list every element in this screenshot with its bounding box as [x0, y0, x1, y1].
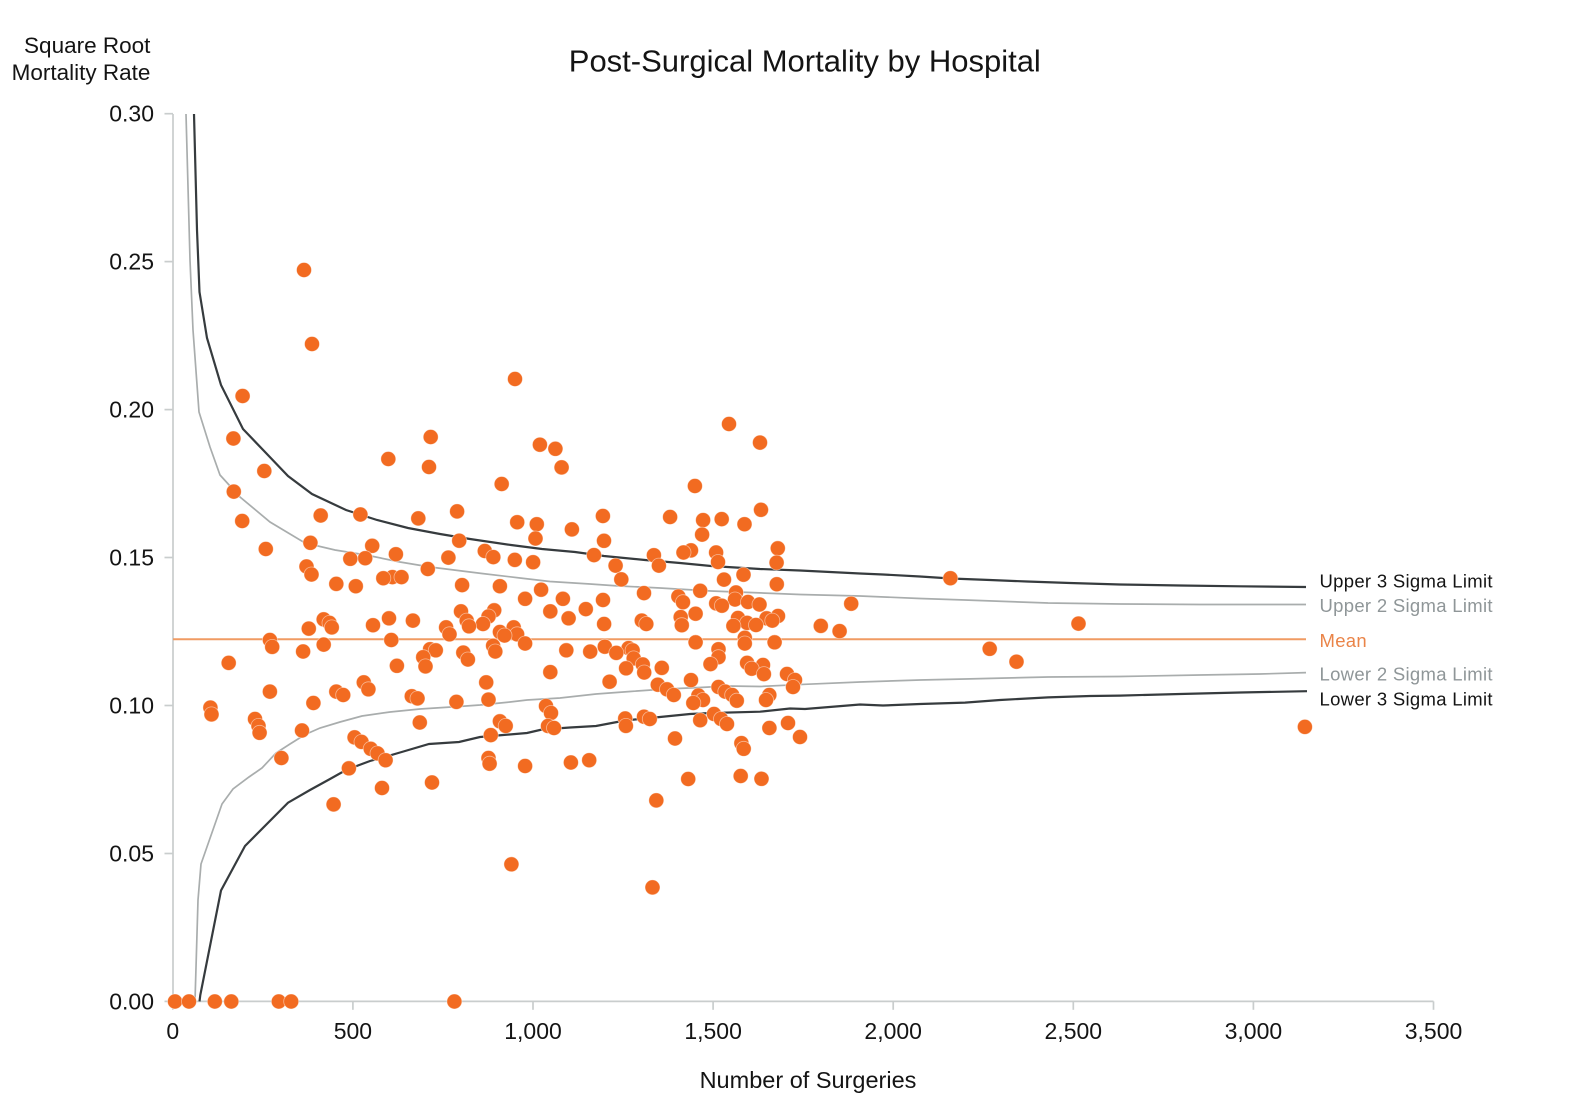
svg-text:Square Root: Square Root: [24, 33, 151, 58]
svg-text:0.10: 0.10: [109, 692, 154, 718]
svg-text:Mean: Mean: [1320, 630, 1367, 651]
svg-text:3,000: 3,000: [1225, 1018, 1283, 1044]
svg-text:1,000: 1,000: [504, 1018, 562, 1044]
svg-text:Number of Surgeries: Number of Surgeries: [700, 1067, 917, 1093]
svg-text:0.30: 0.30: [109, 101, 154, 127]
svg-text:Upper 3 Sigma Limit: Upper 3 Sigma Limit: [1320, 570, 1493, 591]
svg-text:0.25: 0.25: [109, 249, 154, 275]
svg-text:Mortality Rate: Mortality Rate: [12, 60, 151, 85]
svg-text:2,500: 2,500: [1045, 1018, 1103, 1044]
svg-text:0.20: 0.20: [109, 397, 154, 423]
svg-text:0.15: 0.15: [109, 544, 154, 570]
svg-text:Lower 3 Sigma Limit: Lower 3 Sigma Limit: [1320, 688, 1493, 709]
svg-text:3,500: 3,500: [1405, 1018, 1463, 1044]
svg-text:0.00: 0.00: [109, 988, 154, 1014]
svg-text:Post-Surgical Mortality by Hos: Post-Surgical Mortality by Hospital: [569, 43, 1041, 78]
svg-text:Lower 2 Sigma Limit: Lower 2 Sigma Limit: [1320, 664, 1493, 685]
svg-text:2,000: 2,000: [864, 1018, 922, 1044]
svg-text:Upper 2 Sigma Limit: Upper 2 Sigma Limit: [1320, 595, 1493, 616]
svg-text:1,500: 1,500: [684, 1018, 742, 1044]
svg-text:0.05: 0.05: [109, 840, 154, 866]
svg-text:500: 500: [334, 1018, 372, 1044]
svg-text:0: 0: [166, 1018, 179, 1044]
